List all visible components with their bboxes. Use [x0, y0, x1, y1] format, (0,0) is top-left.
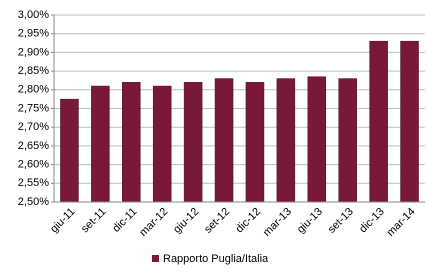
bar	[338, 78, 357, 203]
x-tick-label: set-13	[326, 206, 356, 236]
y-tick-label: 2,60%	[18, 159, 49, 171]
bar	[307, 76, 327, 203]
bar	[60, 98, 79, 203]
y-tick-label: 2,75%	[18, 102, 49, 114]
x-tick-label: giu-11	[48, 206, 78, 236]
x-tick-label: mar-13	[261, 206, 294, 239]
x-tick-label: set-12	[202, 206, 232, 236]
legend-label: Rapporto Puglia/Italia	[163, 253, 269, 265]
x-tick-label: mar-14	[385, 206, 418, 239]
legend-swatch	[152, 255, 159, 262]
x-tick-label: giu-12	[171, 206, 201, 236]
y-tick-label: 2,85%	[18, 65, 49, 77]
y-tick-label: 2,90%	[18, 46, 49, 58]
bar	[183, 82, 203, 203]
x-tick-label: dic-13	[357, 206, 387, 236]
x-tick-label: dic-12	[233, 206, 263, 236]
bar	[152, 85, 172, 203]
y-tick-label: 2,50%	[18, 196, 49, 208]
bar	[276, 78, 296, 203]
x-tick-label: giu-13	[295, 206, 325, 236]
x-tick-label: mar-12	[137, 206, 170, 239]
bar	[122, 82, 141, 203]
bar	[91, 85, 110, 203]
y-tick-label: 2,80%	[18, 84, 49, 96]
y-tick-label: 2,70%	[18, 121, 49, 133]
bar	[214, 78, 234, 203]
y-tick-label: 2,95%	[18, 28, 49, 40]
y-tick-label: 3,00%	[18, 9, 49, 21]
bar	[400, 40, 419, 203]
y-tick-label: 2,65%	[18, 140, 49, 152]
x-tick-label: dic-11	[110, 206, 139, 235]
bar	[369, 40, 388, 203]
bar	[245, 82, 265, 203]
y-tick-label: 2,55%	[18, 177, 49, 189]
x-tick-label: set-11	[79, 206, 109, 236]
